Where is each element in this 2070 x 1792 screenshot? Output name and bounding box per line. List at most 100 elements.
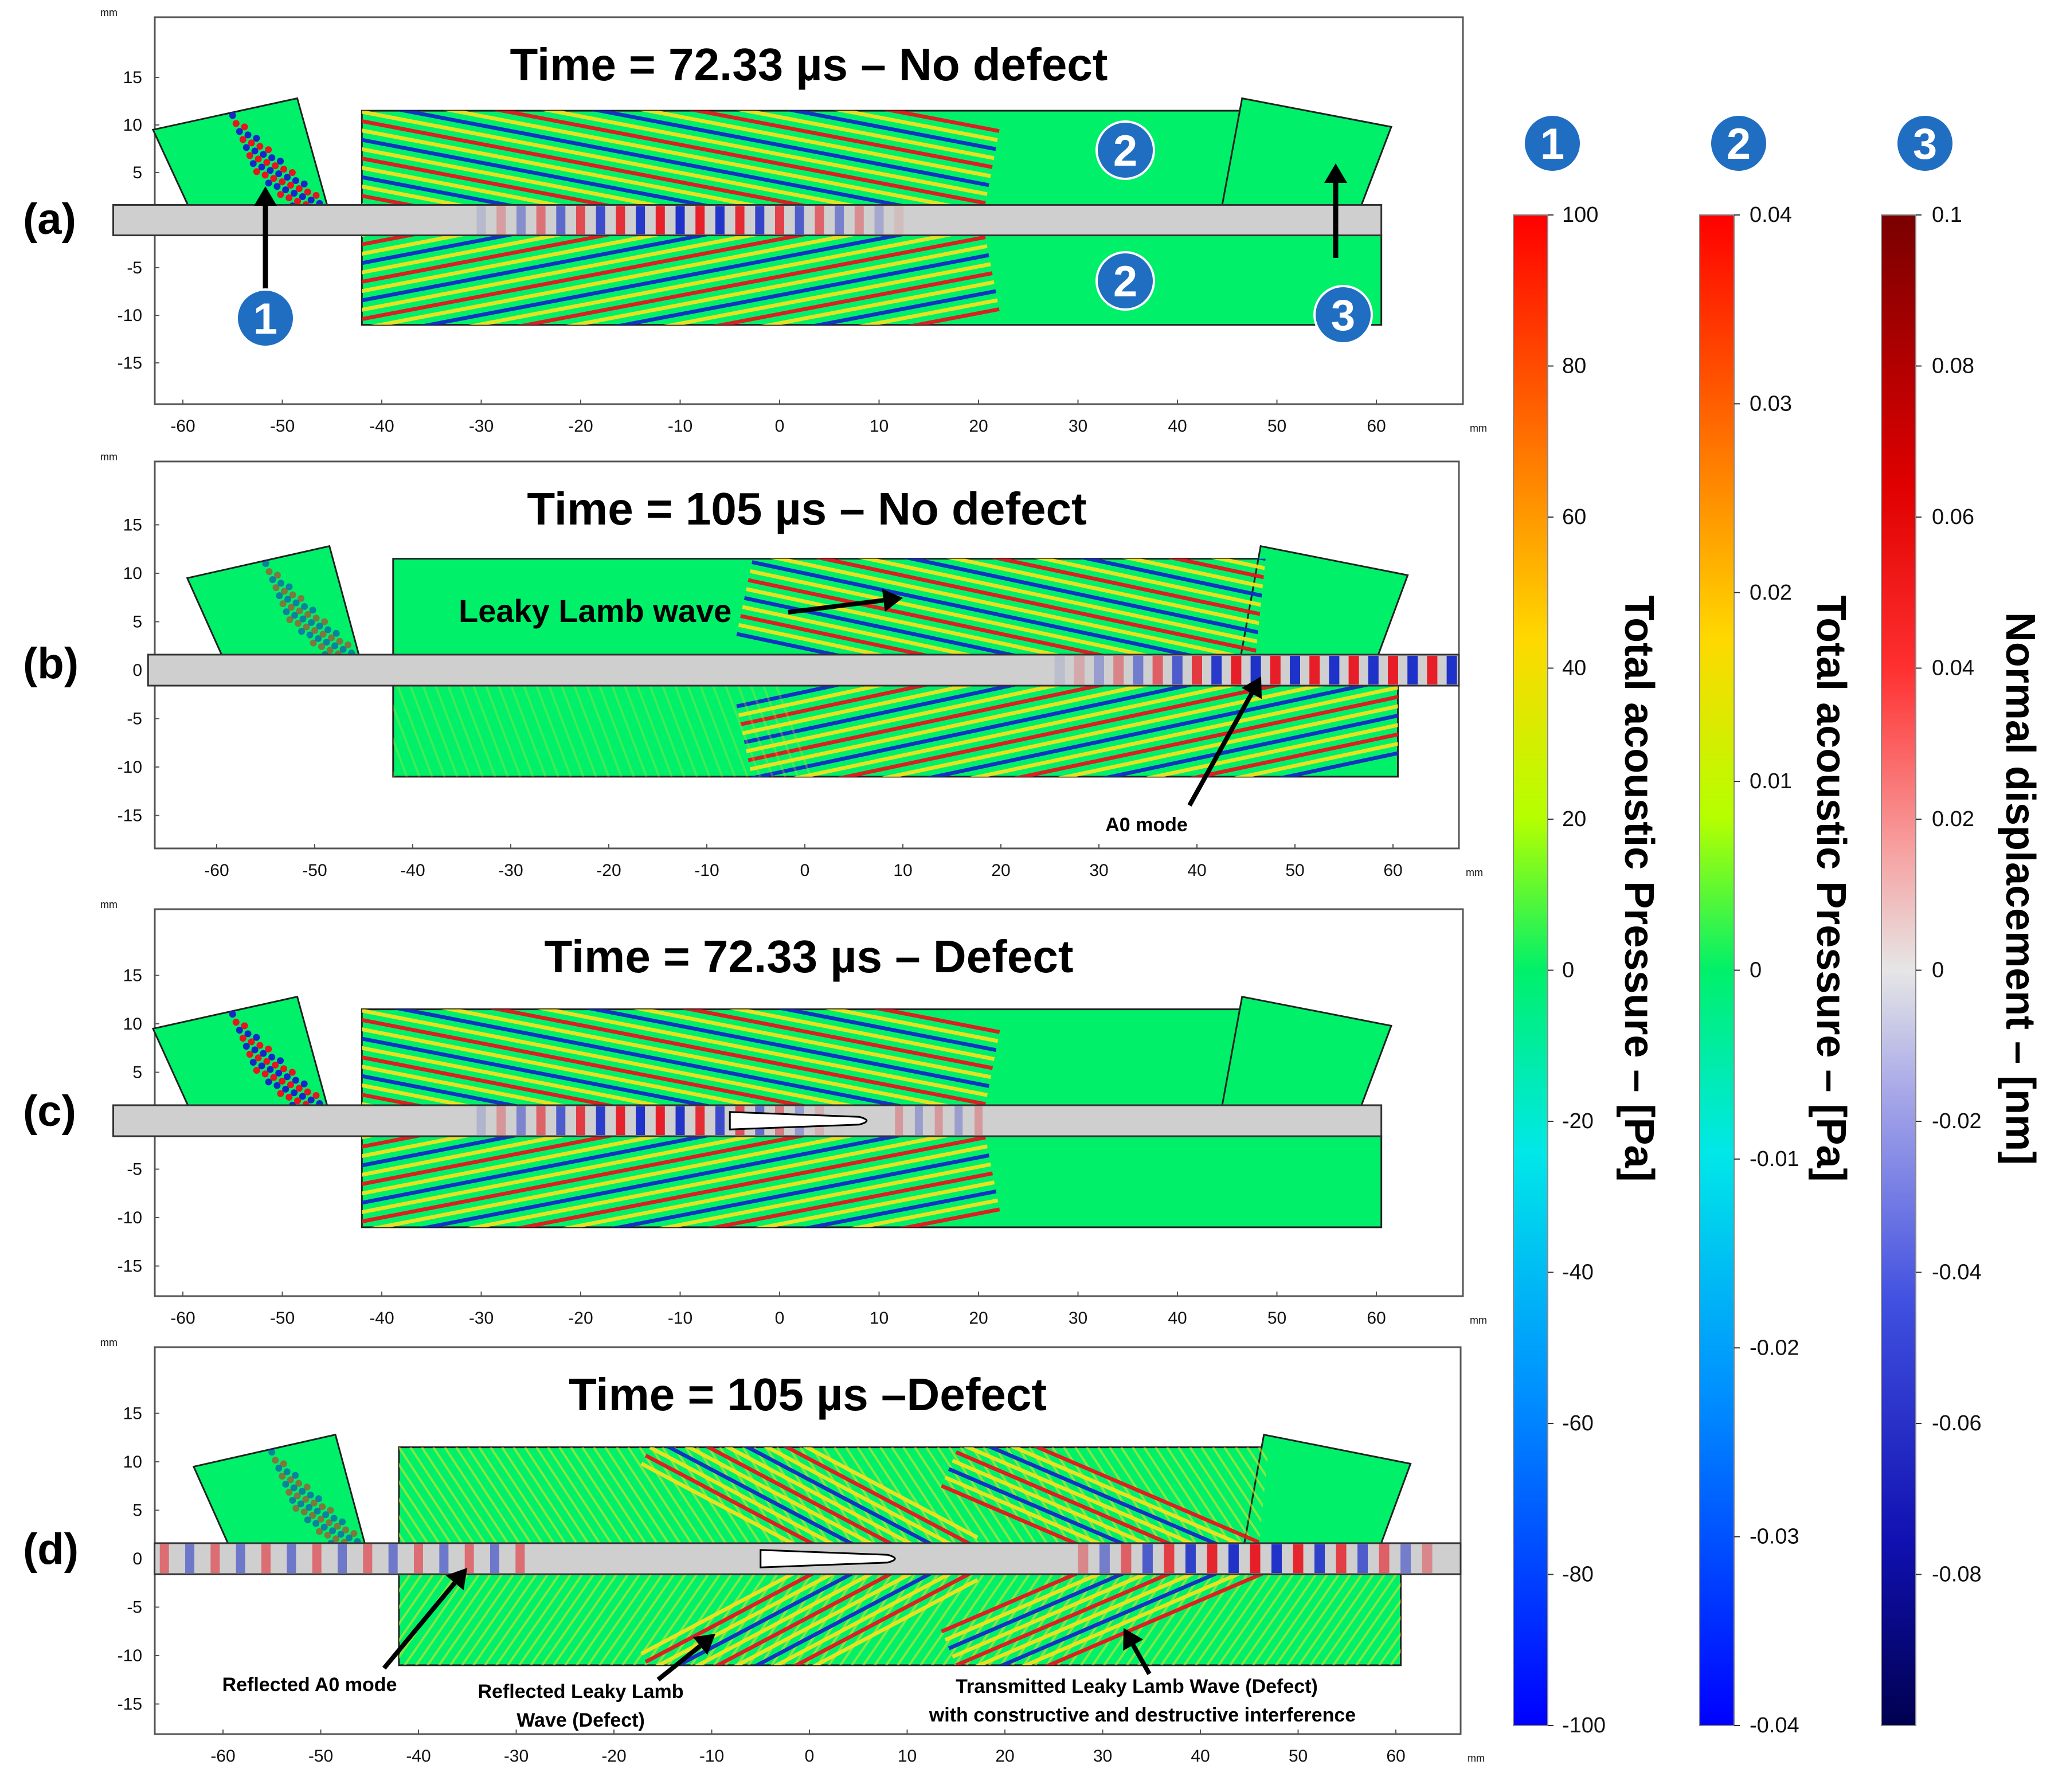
wavefront-stripe: [362, 111, 988, 196]
emitter-dot: [336, 637, 343, 645]
field-stripe: [1263, 1574, 1329, 1665]
emitter-dot: [321, 618, 328, 625]
emitter-dot: [345, 641, 352, 649]
a0-mode-blob: [1290, 655, 1300, 685]
wavefront-stripe: [362, 1011, 977, 1105]
wavefront-stripe: [362, 1009, 979, 1105]
a0-mode-blob: [457, 1106, 466, 1135]
emitter-field: [229, 1011, 323, 1105]
emitter-dot: [315, 635, 322, 642]
wavefront-stripe: [362, 262, 991, 325]
field-stripe: [639, 1447, 704, 1543]
y-unit-label: mm: [100, 7, 118, 18]
emitter-dot: [348, 649, 355, 655]
field-stripe: [415, 1574, 480, 1665]
field-stripe: [759, 1574, 824, 1665]
emitter-dot: [279, 1473, 286, 1480]
emitter-dot: [304, 611, 312, 618]
panel-title: Time = 72.33 µs – No defect: [510, 39, 1108, 90]
wavefront-stripe: [362, 235, 967, 273]
emitter-dot: [249, 160, 257, 167]
emitter-dot: [282, 1481, 289, 1488]
x-tick-label: -10: [668, 417, 692, 436]
colorbar-tick-label: 0.03: [1750, 392, 1792, 416]
x-tick-label: -30: [498, 861, 523, 880]
wavefront-stripe: [362, 111, 996, 151]
emitter-dot: [279, 600, 287, 608]
wavefront-stripe: [640, 1462, 936, 1543]
a0-mode-blob: [934, 1106, 943, 1136]
a0-mode-blob: [388, 1544, 398, 1574]
x-tick-label: 0: [775, 417, 785, 436]
emitter-dot: [284, 174, 291, 181]
colorbar-tick-label: 0.1: [1932, 203, 1962, 227]
a0-mode-blob: [1207, 1544, 1218, 1574]
arrow-shaft: [382, 1581, 457, 1670]
a0-mode-blob: [934, 206, 944, 234]
emitter-dot: [290, 1484, 298, 1492]
emitter-dot: [282, 1085, 289, 1093]
wavefront-stripe: [744, 686, 1382, 745]
x-tick-label: -10: [668, 1309, 692, 1328]
a0-mode-blob: [1113, 655, 1124, 685]
wavefront-stripe: [759, 686, 1398, 777]
field-stripe: [558, 1447, 624, 1543]
emitter-dot: [273, 1082, 281, 1089]
field-stripe: [611, 686, 648, 777]
emitter-dot: [287, 182, 295, 189]
wavefront-stripe: [362, 235, 981, 325]
emitter-dot: [255, 155, 262, 163]
wavefront-stripe: [644, 1454, 940, 1543]
marker-circle: [1313, 285, 1373, 345]
emitter-dot: [272, 584, 280, 592]
field-stripe: [472, 686, 509, 777]
emitter-dot: [302, 1496, 310, 1503]
field-stripe: [627, 1447, 692, 1543]
field-stripe: [616, 1447, 681, 1543]
wavefront-stripe: [744, 596, 1266, 655]
colorbar-marker-circle: [1523, 114, 1582, 173]
panel-letter: (b): [23, 639, 79, 688]
wavefront-stripe: [658, 1447, 953, 1543]
wavefront-stripe: [362, 1136, 983, 1227]
wavefront-stripe: [362, 111, 989, 187]
emitter-dot: [272, 1061, 279, 1069]
emitter-dot: [265, 1045, 272, 1052]
field-stripe: [576, 1574, 641, 1665]
annotation-reflected-leaky-1: Reflected Leaky Lamb: [478, 1681, 683, 1703]
wavefront-stripe: [755, 558, 1266, 655]
arrow-head: [882, 589, 903, 612]
wavefront-stripe: [742, 605, 1266, 655]
field-stripe: [421, 1447, 486, 1543]
emitter-dot: [346, 1534, 353, 1541]
wavefront-stripe: [761, 686, 1398, 777]
a0-mode-blob: [616, 206, 625, 234]
colorbar-tick-label: -0.06: [1932, 1411, 1982, 1435]
panel-a-markers: 1 2 2 3: [236, 120, 1373, 348]
wavefront-stripe: [683, 1447, 979, 1540]
emitter-dot: [246, 152, 253, 159]
emitter-dot: [267, 1066, 274, 1073]
emitter-dot: [261, 171, 269, 179]
a0-mode-blob: [655, 1106, 665, 1136]
arrow-head: [1242, 676, 1262, 699]
field-stripe: [522, 686, 559, 777]
colorbar-gradient: [1881, 214, 1916, 1726]
a0-mode-blob: [1152, 655, 1163, 685]
emitter-dot: [232, 120, 240, 127]
emitter-dot: [310, 639, 317, 647]
annotation-reflected-leaky-2: Wave (Defect): [516, 1709, 645, 1731]
wavefront-stripe: [679, 1447, 975, 1543]
emitter-dot: [244, 131, 252, 139]
emitter-dot: [308, 619, 315, 626]
a0-mode-blob: [596, 206, 605, 234]
a0-mode-blob: [490, 1544, 499, 1574]
emitter-dot: [314, 1507, 321, 1515]
x-tick-label: 40: [1168, 417, 1187, 436]
emitter-dot: [242, 144, 250, 151]
a0-mode-blob: [516, 206, 526, 234]
panel-title: Time = 105 µs –Defect: [569, 1369, 1047, 1420]
leaky-lamb-beam: [736, 558, 1266, 655]
a0-mode-blob: [496, 206, 506, 234]
emitter-dot: [265, 146, 272, 154]
